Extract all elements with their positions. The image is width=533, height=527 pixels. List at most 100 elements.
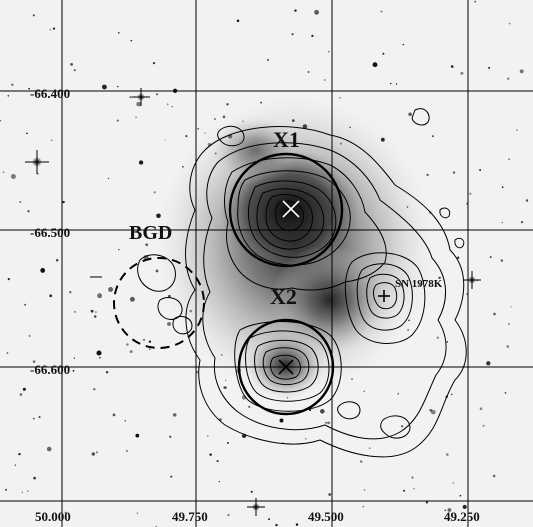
background-star	[307, 71, 310, 73]
contour	[237, 170, 351, 266]
background-star	[450, 393, 453, 396]
source-markers	[278, 200, 390, 375]
background-star	[510, 306, 512, 308]
contour	[265, 194, 313, 242]
background-star	[325, 421, 327, 424]
background-star	[314, 9, 320, 15]
background-star	[216, 460, 219, 463]
background-star	[402, 43, 405, 46]
ra-labels: 50.000 49.750 49.500 49.250	[35, 509, 480, 524]
background-star	[395, 83, 398, 85]
background-star	[426, 173, 429, 177]
background-star	[170, 475, 173, 478]
background-star	[19, 393, 23, 396]
background-star	[26, 132, 28, 135]
x2-position-marker	[278, 359, 294, 375]
background-star	[27, 210, 30, 213]
background-star	[362, 505, 364, 508]
contour	[157, 297, 183, 321]
background-star	[493, 312, 496, 316]
background-star	[149, 348, 151, 350]
background-star	[403, 489, 406, 492]
background-star	[446, 453, 449, 456]
background-star	[397, 392, 399, 395]
background-star	[469, 192, 472, 195]
background-star	[450, 65, 454, 68]
background-star	[425, 501, 429, 504]
background-star	[95, 311, 97, 313]
contour	[185, 126, 467, 458]
background-star	[136, 101, 141, 107]
background-star	[24, 303, 27, 306]
background-star	[224, 386, 227, 389]
contour	[356, 263, 413, 331]
background-star	[226, 103, 229, 106]
background-star	[311, 34, 314, 38]
contour	[247, 180, 337, 258]
background-star	[227, 513, 230, 517]
background-star	[359, 460, 363, 463]
background-star	[18, 452, 21, 456]
background-star	[142, 338, 146, 342]
background-star	[32, 417, 35, 420]
background-star	[295, 523, 299, 526]
ra-tick-label: 49.750	[172, 509, 208, 524]
background-star	[520, 220, 524, 224]
background-star	[49, 29, 51, 31]
background-star	[117, 32, 120, 34]
contour	[373, 282, 398, 310]
contour	[262, 347, 310, 386]
background-star	[136, 512, 138, 514]
contour	[172, 315, 193, 335]
contour	[337, 401, 361, 420]
background-star	[28, 87, 30, 90]
background-star	[268, 518, 270, 521]
contour	[137, 254, 176, 292]
background-star	[226, 441, 229, 444]
x1-label: X1	[273, 127, 300, 152]
background-star	[27, 490, 29, 492]
background-star	[7, 278, 10, 281]
contour	[366, 273, 405, 319]
background-star	[166, 103, 169, 106]
background-star	[447, 508, 452, 512]
background-star	[28, 334, 31, 337]
background-star	[320, 409, 325, 414]
background-star	[112, 413, 116, 417]
dec-tick-label: -66.600	[30, 362, 70, 377]
background-star	[430, 409, 436, 415]
sn-label: SN 1978K	[395, 278, 443, 290]
x1-region-circle	[228, 152, 344, 268]
background-star	[19, 201, 22, 203]
background-star	[474, 0, 477, 3]
background-star	[96, 350, 102, 356]
background-star	[105, 371, 109, 374]
background-star	[72, 370, 75, 372]
galaxy-emission	[155, 95, 435, 400]
contour	[254, 339, 319, 393]
background-star	[294, 9, 297, 12]
background-star	[479, 407, 483, 411]
x1-position-marker	[282, 200, 300, 218]
background-star	[52, 27, 56, 30]
background-star	[64, 511, 67, 514]
background-star	[6, 352, 9, 354]
background-star	[21, 491, 23, 493]
sn-position-marker	[378, 290, 390, 302]
background-star	[62, 200, 65, 204]
contour	[275, 200, 304, 231]
background-star	[446, 341, 449, 343]
background-star	[508, 323, 510, 325]
background-star	[413, 488, 415, 490]
background-star	[33, 476, 36, 480]
ra-tick-label: 49.500	[308, 509, 344, 524]
background-star	[171, 105, 173, 108]
background-star	[4, 488, 8, 491]
declination-labels: -66.400 -66.500 -66.600	[30, 86, 70, 377]
contour	[270, 354, 301, 380]
background-star	[368, 447, 371, 449]
background-star	[500, 259, 504, 262]
background-star	[432, 135, 434, 137]
background-star	[49, 294, 53, 298]
